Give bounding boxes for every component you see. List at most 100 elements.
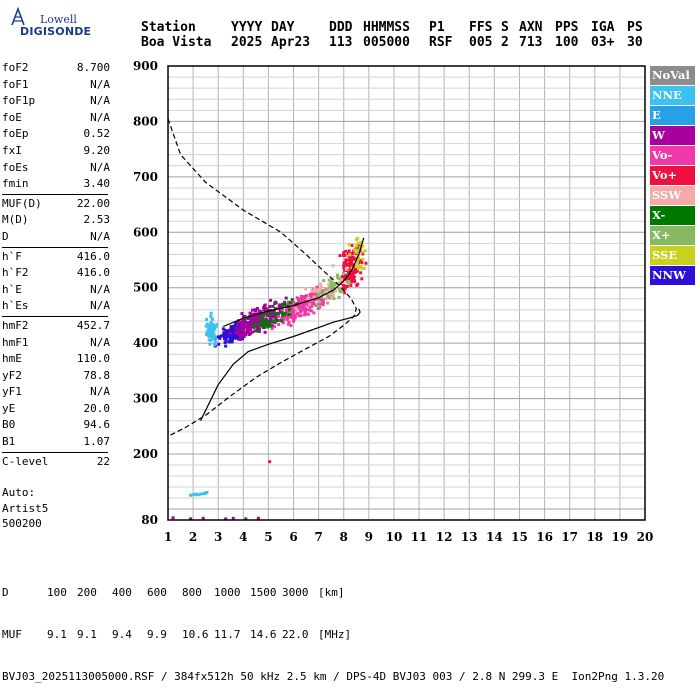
echo-point (229, 338, 233, 342)
x-tick-label: 19 (612, 530, 629, 544)
echo-point (356, 241, 360, 245)
footer-label: D (2, 586, 9, 599)
echo-point (309, 294, 313, 298)
echo-point (273, 312, 277, 316)
echo-point (276, 314, 280, 318)
footer-value: 200 (77, 586, 97, 599)
param-row: foF1 N/A (2, 77, 110, 94)
echo-point (290, 310, 294, 314)
echo-point (241, 317, 245, 321)
echo-point (201, 516, 205, 520)
echo-point (313, 286, 317, 290)
header-labels-cell: DAY (271, 20, 295, 35)
echo-point (228, 331, 232, 335)
echo-point (275, 312, 279, 316)
echo-point (242, 334, 246, 338)
echo-point (289, 308, 293, 312)
param-label: yF2 (2, 368, 22, 382)
echo-point (347, 249, 351, 253)
echo-point (230, 336, 234, 340)
dashed-profile-line (167, 118, 357, 437)
echo-point (332, 297, 336, 301)
echo-point (303, 294, 307, 298)
echo-point (199, 492, 203, 496)
echo-point (310, 289, 314, 293)
echo-point (288, 300, 292, 304)
echo-point (354, 265, 358, 269)
echo-point (296, 305, 300, 309)
echo-point (302, 297, 306, 301)
echo-point (319, 285, 323, 289)
echo-point (332, 289, 336, 293)
echo-point (189, 517, 193, 521)
param-value: 22 (96, 454, 110, 468)
echo-point (241, 319, 245, 323)
param-row: yF1 N/A (2, 384, 110, 401)
echo-point (272, 312, 276, 316)
echo-point (357, 264, 361, 268)
echo-point (315, 294, 319, 298)
echo-point (235, 336, 239, 340)
param-separator (2, 193, 108, 195)
echo-point (331, 293, 335, 297)
echo-point (328, 284, 332, 288)
echo-point (354, 248, 358, 252)
param-row: foF1p N/A (2, 93, 110, 110)
param-value: N/A (90, 77, 110, 91)
echo-point (338, 254, 342, 258)
legend-item: NNW (650, 266, 695, 285)
echo-point (251, 330, 255, 334)
echo-point (224, 338, 228, 342)
param-row: foEp 0.52 (2, 126, 110, 143)
echo-point (234, 331, 238, 335)
param-value: N/A (90, 335, 110, 349)
echo-point (243, 319, 247, 323)
echo-point (347, 255, 351, 259)
legend-item: SSW (650, 186, 695, 205)
param-label: foEs (2, 160, 29, 174)
footer-value: 100 (47, 586, 67, 599)
echo-point (291, 315, 295, 319)
echo-point (291, 314, 295, 318)
echo-point (357, 266, 361, 270)
param-label: foF1p (2, 94, 36, 108)
param-label: MUF(D) (2, 196, 42, 210)
param-row: foEs N/A (2, 160, 110, 177)
echo-point (322, 279, 326, 283)
param-value: N/A (90, 110, 110, 124)
echo-point (248, 328, 252, 332)
echo-point (342, 291, 346, 295)
echo-point (304, 307, 308, 311)
echo-point (214, 324, 218, 328)
param-value: 110.0 (76, 352, 110, 366)
echo-point (256, 516, 260, 520)
echo-point (264, 311, 268, 315)
echo-point (351, 263, 355, 267)
param-label: h`F (2, 249, 22, 263)
echo-point (352, 266, 356, 270)
header-values-cell: 2025 (231, 35, 263, 50)
echo-point (316, 305, 320, 309)
param-label: D (2, 229, 9, 243)
param-label: C-level (2, 454, 49, 468)
footer-value: 1500 (250, 586, 277, 599)
echo-point (243, 314, 247, 318)
echo-point (308, 305, 312, 309)
y-tick-label: 900 (133, 59, 158, 73)
echo-point (352, 278, 356, 282)
echo-point (285, 318, 289, 322)
footer-label: MUF (2, 628, 22, 641)
param-label: M(D) (2, 213, 29, 227)
echo-point (280, 309, 284, 313)
echo-point (299, 304, 303, 308)
echo-point (207, 330, 211, 334)
echo-point (348, 243, 352, 247)
echo-point (298, 300, 302, 304)
echo-point (312, 295, 316, 299)
echo-point (253, 324, 257, 328)
echo-point (212, 334, 216, 338)
echo-point (250, 325, 254, 329)
logo-brand: Lowell (40, 13, 77, 26)
echo-point (248, 326, 252, 330)
echo-point (253, 329, 257, 333)
